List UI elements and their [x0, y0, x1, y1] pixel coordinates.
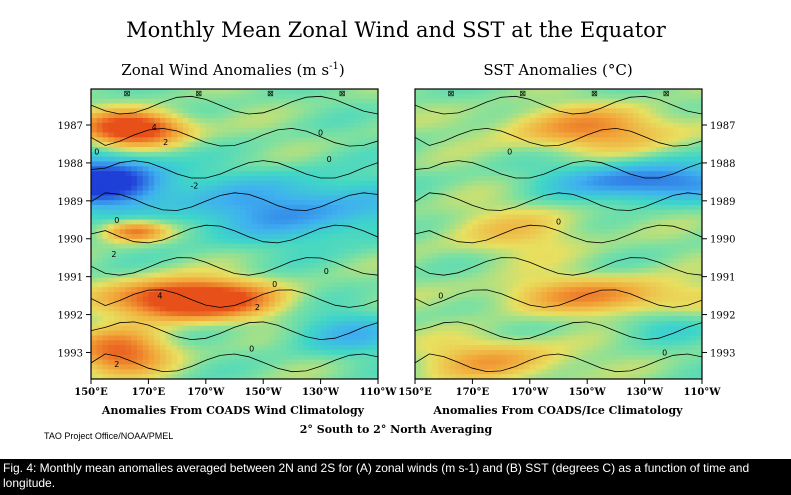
y-tick-label: 1992 [710, 311, 735, 322]
y-tick-label: 1993 [710, 348, 735, 359]
mooring-marker: ⊠ [519, 89, 526, 98]
contour-label: 0 [114, 216, 119, 225]
y-tick-label: 1990 [710, 235, 735, 246]
contour-label: 0 [556, 218, 561, 227]
y-tick-label: 1988 [710, 159, 735, 170]
panel-a-title-text: Zonal Wind Anomalies (m s [121, 61, 329, 79]
x-tick-label: 150°E [398, 387, 432, 398]
panel-b-xlabel: Anomalies From COADS/Ice Climatology [432, 404, 683, 417]
x-tick-label: 150°W [569, 387, 607, 398]
x-tick-label: 110°W [359, 387, 397, 398]
contour-line [91, 95, 378, 115]
contour-label: 4 [152, 123, 157, 132]
averaging-note: 2° South to 2° North Averaging [300, 423, 493, 436]
y-tick-label: 1987 [710, 121, 735, 132]
contour-label: 2 [114, 360, 119, 369]
y-tick-label: 1987 [58, 121, 83, 132]
contour-label: 0 [327, 155, 332, 164]
y-tick-label: 1989 [58, 197, 83, 208]
contour-label: 0 [318, 129, 323, 138]
contour-label: 0 [324, 267, 329, 276]
x-tick-label: 150°W [245, 387, 283, 398]
contour-line [415, 321, 702, 341]
x-tick-label: 130°W [302, 387, 340, 398]
contour-line [91, 257, 378, 276]
panel-a-title-end: ) [339, 61, 345, 79]
contour-line [415, 289, 702, 308]
mooring-marker: ⊠ [339, 89, 346, 98]
x-tick-label: 170°E [456, 387, 490, 398]
contour-label: 0 [507, 148, 512, 157]
y-tick-label: 1991 [710, 273, 735, 284]
main-title: Monthly Mean Zonal Wind and SST at the E… [126, 18, 667, 42]
y-tick-label: 1989 [710, 197, 735, 208]
y-tick-label: 1988 [58, 159, 83, 170]
contour-label: -2 [190, 182, 198, 191]
plot-frame [90, 88, 379, 380]
x-tick-label: 170°E [132, 387, 166, 398]
panel-a-title-sup: -1 [329, 61, 339, 72]
y-tick-label: 1991 [58, 273, 83, 284]
contour-label: 2 [111, 250, 116, 259]
mooring-marker: ⊠ [591, 89, 598, 98]
contour-label: 0 [438, 292, 443, 301]
panel-a-title: Zonal Wind Anomalies (m s-1) [121, 61, 344, 79]
contour-label: 2 [255, 303, 260, 312]
contour-lines [91, 95, 378, 373]
contour-label: 0 [662, 348, 667, 357]
mooring-marker: ⊠ [663, 89, 670, 98]
panel-b-sst-chart: 0 0 0 0 150°E 170°E 170°W 150°W 130°W 110°W 1987 19… [398, 88, 735, 398]
x-tick-label: 170°W [187, 387, 225, 398]
plot-frame [414, 88, 703, 380]
mooring-marker: ⊠ [448, 89, 455, 98]
heatmap-field [91, 89, 378, 379]
mooring-marker: ⊠ [267, 89, 274, 98]
x-tick-label: 170°W [511, 387, 549, 398]
contour-line [91, 192, 378, 211]
y-tick-label: 1992 [58, 311, 83, 322]
panel-a-xlabel: Anomalies From COADS Wind Climatology [101, 404, 365, 417]
contour-line [91, 224, 378, 244]
contour-line [91, 321, 378, 341]
x-tick-label: 110°W [683, 387, 721, 398]
heatmap-field [415, 89, 702, 379]
contour-line [415, 127, 702, 147]
contour-line [91, 289, 378, 308]
contour-line [415, 224, 702, 244]
contour-label: 0 [94, 148, 99, 157]
contour-label: 0 [272, 280, 277, 289]
mooring-marker: ⊠ [195, 89, 202, 98]
contour-label: 4 [157, 292, 162, 301]
contour-line [91, 160, 378, 179]
figure-caption: Fig. 4: Monthly mean anomalies averaged … [0, 459, 791, 495]
panel-b-title: SST Anomalies (°C) [483, 61, 632, 79]
contour-label: 0 [249, 345, 254, 354]
contour-line [91, 353, 378, 373]
mooring-marker: ⊠ [124, 89, 131, 98]
contour-line [415, 160, 702, 179]
y-tick-label: 1990 [58, 235, 83, 246]
credit-line: TAO Project Office/NOAA/PMEL [44, 431, 173, 441]
x-tick-label: 150°E [74, 387, 108, 398]
contour-line [415, 257, 702, 276]
contour-lines [415, 95, 702, 373]
x-tick-label: 130°W [626, 387, 664, 398]
contour-line [415, 95, 702, 115]
contour-line [415, 353, 702, 373]
contour-line [91, 127, 378, 147]
contour-line [415, 192, 702, 211]
contour-label: 2 [163, 138, 168, 147]
y-tick-label: 1993 [58, 348, 83, 359]
